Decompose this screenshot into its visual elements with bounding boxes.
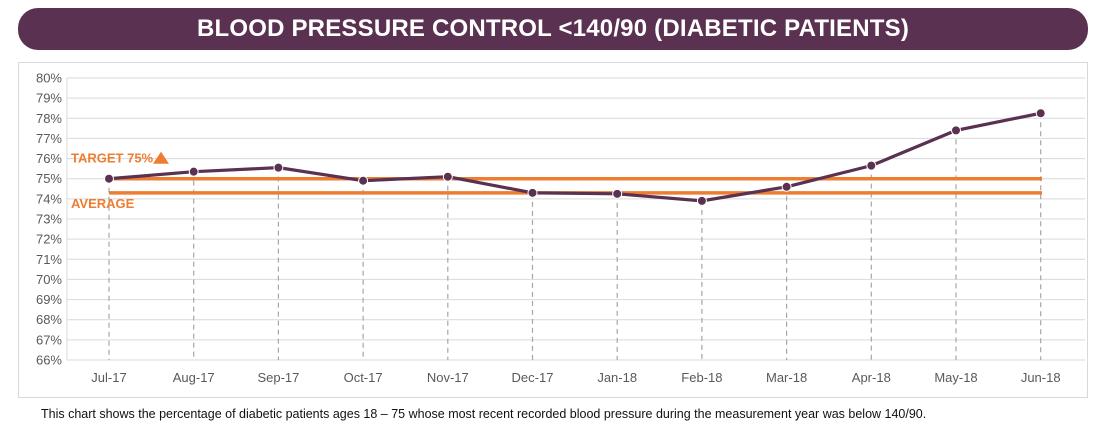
x-tick-label: Oct-17 [344,370,383,385]
x-tick-label: Jul-17 [91,370,126,385]
gridlines [66,77,1085,361]
data-point [781,181,792,192]
x-tick-label: Jun-18 [1021,370,1061,385]
x-tick-label: Nov-17 [427,370,469,385]
reference-lines [109,176,1042,195]
y-tick-label: 75% [36,171,62,186]
y-tick-label: 68% [36,312,62,327]
data-point [527,187,538,198]
y-tick-label: 66% [36,353,62,368]
data-point [104,173,114,184]
y-tick-label: 79% [36,91,62,106]
y-tick-label: 70% [36,272,62,287]
x-tick-label: Jan-18 [597,370,637,385]
x-tick-label: Dec-17 [512,370,554,385]
y-tick-label: 80% [36,71,62,86]
data-point [358,175,369,186]
x-tick-label: Apr-18 [852,370,891,385]
y-tick-label: 74% [36,191,62,206]
x-tick-label: May-18 [934,370,977,385]
x-tick-label: Mar-18 [766,370,807,385]
data-point [866,160,877,171]
x-tick-label: Feb-18 [681,370,722,385]
y-axis-ticks: 66% 67% 68% 69% 70% 71% 72% 73% 74% 75% 76% 77% 78% 7… [36,71,62,368]
data-point [273,162,284,173]
y-tick-label: 72% [36,232,62,247]
average-label: AVERAGE [71,196,135,211]
x-axis-ticks: Jul-17 Aug-17 Sep-17 Oct-17 Nov-17 Dec-17 Jan-… [91,370,1060,385]
y-tick-label: 76% [36,151,62,166]
chart-caption: This chart shows the percentage of diabe… [41,407,927,421]
reference-labels: TARGET 75% AVERAGE [71,151,169,211]
drop-lines [108,113,1042,360]
x-tick-label: Sep-17 [257,370,299,385]
y-tick-label: 69% [36,292,62,307]
data-point [696,195,707,206]
series-line [108,111,1042,203]
data-point [612,188,623,199]
x-tick-label: Aug-17 [173,370,215,385]
data-point [442,171,453,182]
series-layer [104,108,1046,206]
y-tick-label: 77% [36,131,62,146]
y-tick-label: 78% [36,111,62,126]
data-point [188,166,199,177]
target-label: TARGET 75% [71,151,154,166]
title-banner: BLOOD PRESSURE CONTROL <140/90 (DIABETIC… [18,8,1088,50]
blood-pressure-line-chart: 66% 67% 68% 69% 70% 71% 72% 73% 74% 75% 76% 77% 78% 7… [36,71,1085,385]
y-tick-label: 71% [36,252,62,267]
data-point [1035,108,1046,119]
y-tick-label: 73% [36,212,62,227]
chart-frame [18,62,1088,398]
chart-title: BLOOD PRESSURE CONTROL <140/90 (DIABETIC… [196,15,910,42]
target-triangle-icon [153,151,169,164]
data-point [951,125,961,136]
y-tick-label: 67% [36,332,62,347]
